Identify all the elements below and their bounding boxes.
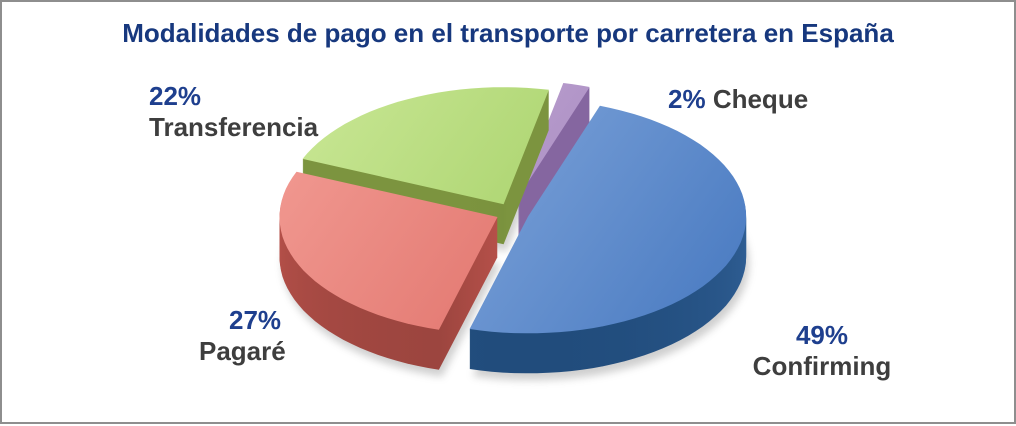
label-confirming: 49% Confirming xyxy=(738,320,906,382)
label-transferencia: 22% Transferencia xyxy=(149,81,318,143)
label-pagare: 27% Pagaré xyxy=(199,305,286,367)
cheque-percentage: 2% xyxy=(668,84,706,114)
label-cheque: 2% Cheque xyxy=(668,84,808,115)
pagare-percentage: 27% xyxy=(229,305,282,335)
chart-title: Modalidades de pago en el transporte por… xyxy=(122,18,894,48)
transferencia-name: Transferencia xyxy=(149,112,319,142)
confirming-name: Confirming xyxy=(752,351,892,381)
pagare-name: Pagaré xyxy=(199,336,286,366)
cheque-name: Cheque xyxy=(712,84,809,114)
confirming-percentage: 49% xyxy=(795,320,849,350)
transferencia-percentage: 22% xyxy=(149,81,202,111)
